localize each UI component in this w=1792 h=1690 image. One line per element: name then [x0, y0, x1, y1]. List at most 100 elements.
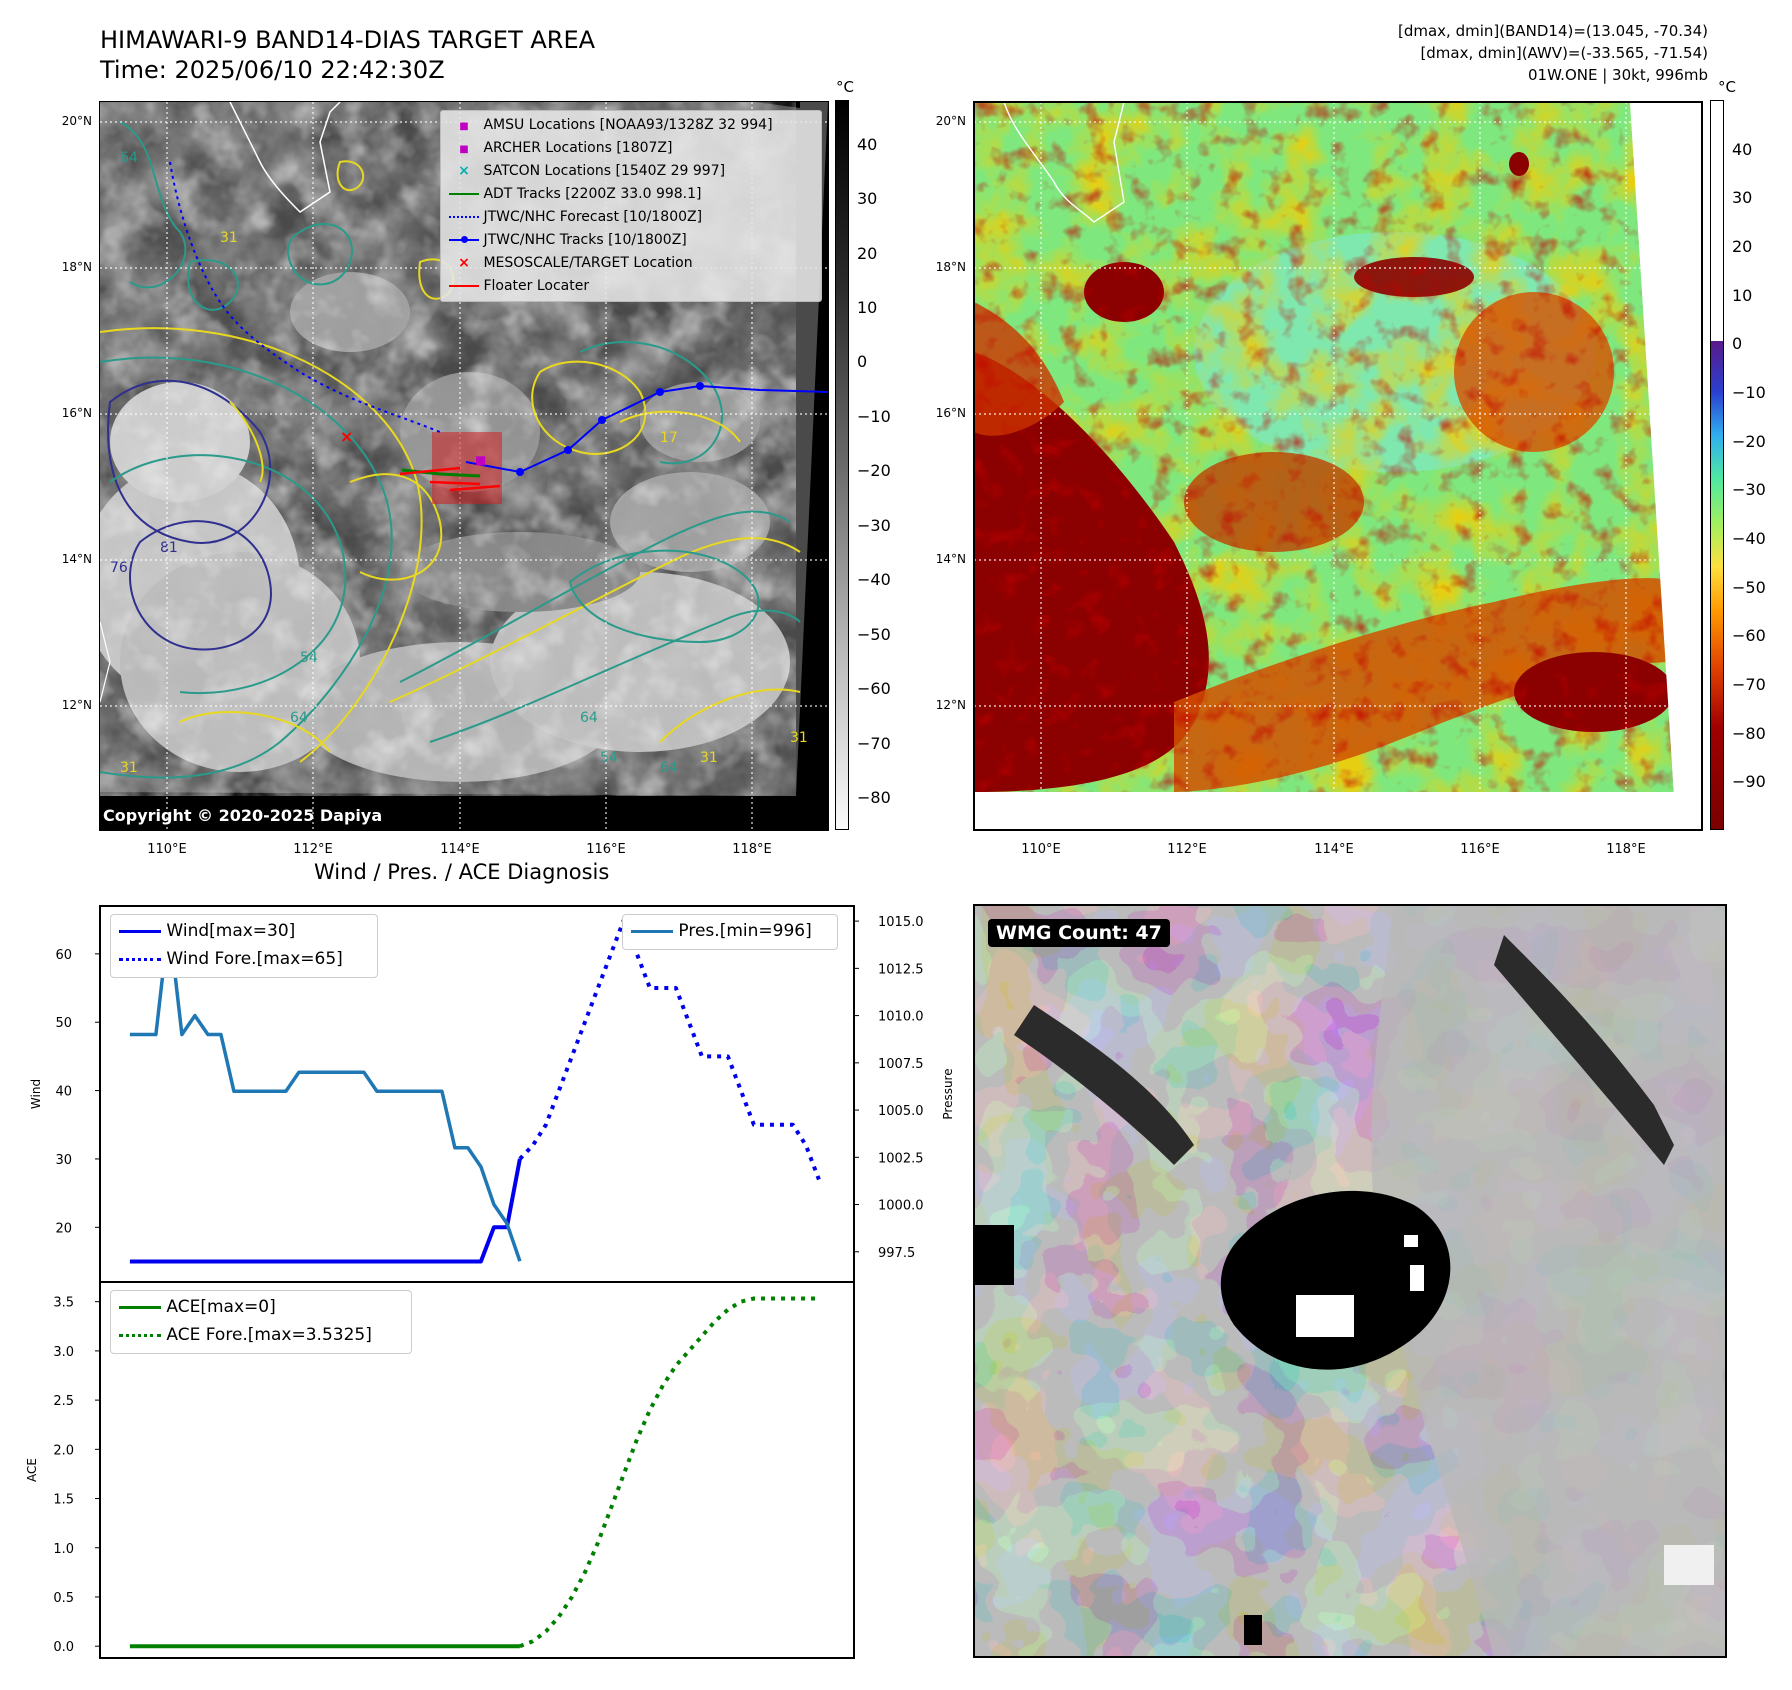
y2-tick-label: 997.5 [878, 1246, 915, 1261]
color-colorbar [1710, 100, 1724, 830]
ace-y-tick-label: 0.5 [53, 1591, 74, 1606]
lon-tick-label: 116°E [586, 842, 626, 857]
wind-legend: Wind[max=30] Wind Fore.[max=65] [110, 914, 378, 978]
figure-time: Time: 2025/06/10 22:42:30Z [100, 56, 445, 84]
lat-tick-label: 16°N [935, 406, 966, 420]
lat-tick-label: 12°N [935, 698, 966, 712]
cbar-tick-label: 0 [857, 352, 868, 372]
y2-tick-label: 1000.0 [878, 1199, 924, 1214]
cbar-tick-label: −20 [857, 461, 891, 481]
lat-tick-label: 20°N [935, 114, 966, 128]
ace-axes-frame [99, 1281, 855, 1659]
legend-item-satcon: × SATCON Locations [1540Z 29 997] [449, 163, 725, 179]
series-line-wind-fore- [518, 917, 821, 1181]
lat-tick-label: 14°N [61, 552, 92, 566]
gray-colorbar [835, 100, 849, 830]
square-icon: ■ [459, 121, 469, 132]
legend-label: ARCHER Locations [1807Z] [483, 140, 673, 156]
legend-label: ACE[max=0] [166, 1297, 276, 1317]
contour-label: 54 [600, 750, 618, 766]
legend-label: JTWC/NHC Tracks [10/1800Z] [483, 232, 687, 248]
y2-tick-label: 1012.5 [878, 962, 924, 977]
legend-label: MESOSCALE/TARGET Location [483, 255, 693, 271]
contour-label: 31 [700, 750, 718, 766]
lon-tick-label: 114°E [1314, 842, 1354, 857]
copyright-text: Copyright © 2020-2025 Dapiya [103, 806, 383, 825]
legend-label: JTWC/NHC Forecast [10/1800Z] [483, 209, 703, 225]
lon-tick-label: 118°E [732, 842, 772, 857]
lat-tick-label: 18°N [61, 260, 92, 274]
cbar-tick-label: −30 [857, 515, 891, 535]
legend-item-forecast: JTWC/NHC Forecast [10/1800Z] [449, 209, 702, 225]
cbar-tick-label: 20 [1732, 237, 1753, 256]
square-icon: ■ [459, 144, 469, 155]
contour-label: 17 [660, 430, 678, 446]
y-tick-label: 30 [55, 1153, 72, 1168]
legend-label: ADT Tracks [2200Z 33.0 998.1] [483, 186, 702, 202]
cbar-tick-label: 30 [1732, 188, 1753, 208]
x-icon: × [458, 255, 470, 271]
cbar-tick-label: −70 [1732, 675, 1766, 694]
lat-tick-label: 14°N [935, 552, 966, 566]
lon-tick-label: 112°E [293, 842, 333, 857]
legend-item-ace-fore: ACE Fore.[max=3.5325] [119, 1325, 372, 1345]
y2-tick-label: 1005.0 [878, 1104, 924, 1119]
cbar-tick-label: −40 [857, 570, 891, 590]
ir-map-frame [99, 101, 829, 831]
legend-item-wind-fore: Wind Fore.[max=65] [119, 949, 343, 969]
lon-tick-label: 112°E [1167, 842, 1207, 857]
dotted-line-icon [449, 216, 479, 218]
dotted-line-icon [119, 1333, 161, 1337]
cbar-tick-label: −20 [1732, 431, 1766, 451]
cbar-tick-label: −50 [857, 624, 891, 644]
contour-label: 31 [120, 760, 138, 776]
wmg-panel: WMG Count: 47 [974, 905, 1726, 1657]
line-dot-icon [449, 236, 479, 243]
line-icon [449, 193, 479, 195]
line-icon [119, 929, 161, 933]
wind-axis-label: Wind [29, 1079, 43, 1109]
contour-label: 31 [220, 230, 238, 246]
cbar-tick-label: 10 [857, 298, 878, 317]
legend-item-archer: ■ ARCHER Locations [1807Z] [449, 140, 673, 156]
y2-tick-label: 1007.5 [878, 1057, 924, 1072]
y2-tick-label: 1002.5 [878, 1151, 924, 1166]
cbar-tick-label: 10 [1732, 285, 1753, 305]
legend-item-pres: Pres.[min=996] [631, 921, 812, 941]
cbar-tick-label: 0 [1732, 334, 1743, 354]
legend-item-mesoscale: × MESOSCALE/TARGET Location [449, 255, 693, 271]
ace-y-tick-label: 2.5 [53, 1394, 74, 1409]
legend-item-wind: Wind[max=30] [119, 921, 295, 941]
legend-item-amsu: ■ AMSU Locations [NOAA93/1328Z 32 994] [449, 117, 772, 133]
y-tick-label: 50 [55, 1016, 72, 1031]
ace-y-tick-label: 1.5 [53, 1493, 74, 1508]
cbar-tick-label: −60 [857, 679, 891, 699]
lat-tick-label: 20°N [61, 114, 92, 128]
line-icon [449, 285, 479, 287]
legend-label: ACE Fore.[max=3.5325] [166, 1325, 372, 1345]
info-storm: 01W.ONE | 30kt, 996mb [1527, 66, 1708, 84]
wmg-count-badge: WMG Count: 47 [988, 919, 1170, 947]
svg-text:■: ■ [475, 453, 486, 467]
contour-label: 64 [120, 150, 138, 166]
cbar-tick-label: −50 [1732, 577, 1766, 597]
legend-item-tracks: JTWC/NHC Tracks [10/1800Z] [449, 232, 687, 248]
cbar-tick-label: −30 [1732, 480, 1766, 500]
legend-label: Wind Fore.[max=65] [166, 949, 343, 969]
y-tick-label: 20 [55, 1221, 72, 1236]
cbar-tick-label: −80 [1732, 723, 1766, 743]
ir-grayscale-map: 64 31 54 64 31 76 81 64 31 54 64 31 17 [100, 102, 828, 830]
contour-label: 31 [790, 730, 808, 746]
legend-label: SATCON Locations [1540Z 29 997] [483, 163, 726, 179]
ace-y-tick-label: 1.0 [53, 1542, 74, 1557]
color-map-frame [973, 101, 1703, 831]
diagnosis-title: Wind / Pres. / ACE Diagnosis [314, 860, 610, 884]
y-tick-label: 40 [55, 1085, 72, 1100]
legend-label: Wind[max=30] [166, 921, 296, 941]
figure-title: HIMAWARI-9 BAND14-DIAS TARGET AREA [100, 26, 596, 54]
lat-tick-label: 18°N [935, 260, 966, 274]
x-icon: × [458, 163, 470, 179]
cbar-tick-label: 40 [857, 134, 878, 154]
contour-label: 64 [290, 710, 308, 726]
wind-pres-ace-chart: 20 30 40 50 60 997.5 1000.0 1002.5 1005.0 1007.5 1… [25, 905, 955, 1659]
